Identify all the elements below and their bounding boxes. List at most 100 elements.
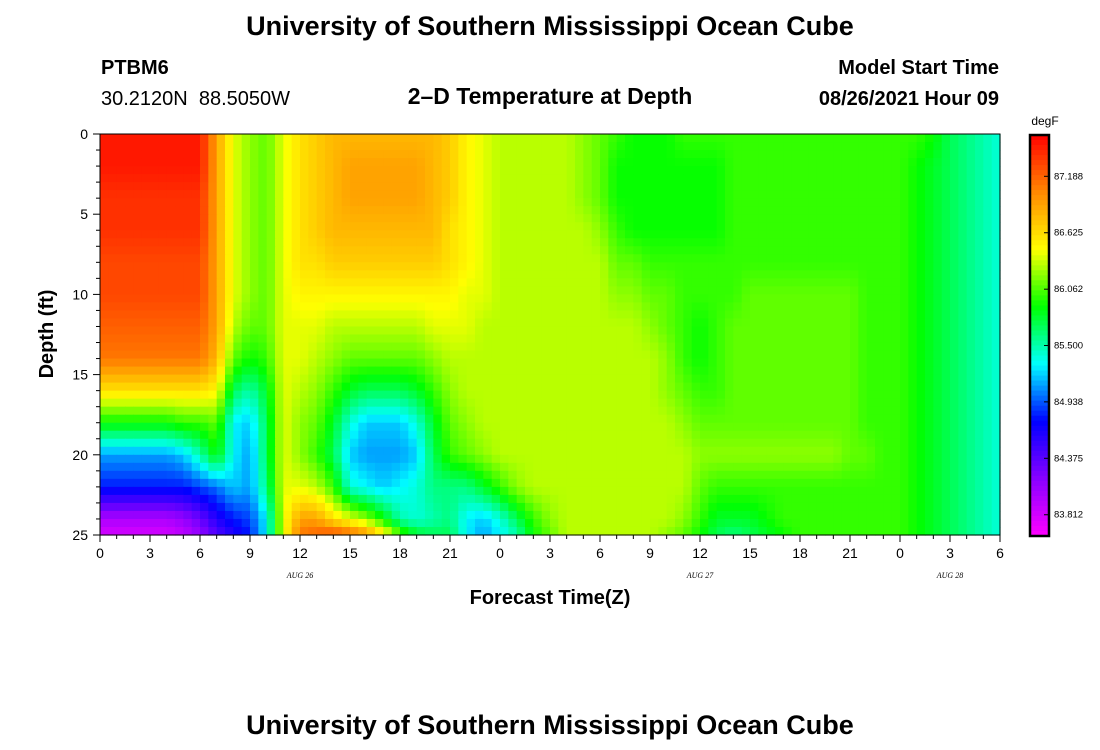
heatmap-cell [575, 198, 584, 207]
heatmap-cell [233, 294, 243, 304]
heatmap-cell [475, 206, 484, 215]
heatmap-cell [625, 486, 634, 496]
heatmap-cell [525, 342, 534, 352]
heatmap-cell [975, 150, 984, 159]
heatmap-cell [675, 182, 684, 191]
heatmap-cell [575, 158, 584, 167]
heatmap-cell [416, 462, 426, 472]
heatmap-cell [566, 198, 576, 207]
heatmap-cell [741, 478, 751, 488]
heatmap-cell [933, 342, 943, 352]
heatmap-cell [208, 310, 218, 320]
heatmap-cell [916, 198, 926, 207]
heatmap-cell [266, 142, 276, 151]
heatmap-cell [266, 366, 276, 376]
heatmap-cell [400, 478, 409, 488]
heatmap-cell [850, 446, 859, 456]
heatmap-cell [491, 446, 501, 456]
heatmap-cell [175, 414, 184, 424]
heatmap-cell [550, 342, 559, 352]
heatmap-cell [475, 142, 484, 151]
heatmap-cell [383, 246, 393, 255]
heatmap-cell [158, 286, 168, 295]
heatmap-cell [191, 462, 201, 472]
heatmap-cell [241, 398, 251, 408]
heatmap-cell [650, 342, 659, 352]
heatmap-cell [466, 422, 476, 432]
heatmap-cell [658, 190, 668, 199]
heatmap-cell [750, 334, 759, 344]
heatmap-cell [850, 358, 859, 368]
heatmap-cell [600, 286, 609, 295]
heatmap-cell [775, 406, 784, 416]
heatmap-cell [166, 190, 176, 199]
heatmap-cell [400, 326, 409, 336]
heatmap-cell [991, 414, 1001, 424]
heatmap-cell [150, 318, 159, 328]
heatmap-cell [350, 326, 359, 336]
heatmap-cell [983, 358, 993, 368]
heatmap-cell [750, 414, 759, 424]
heatmap-cell [441, 446, 451, 456]
heatmap-cell [333, 470, 343, 480]
heatmap-cell [491, 414, 501, 424]
heatmap-cell [183, 326, 193, 336]
heatmap-cell [991, 454, 1001, 464]
heatmap-cell [100, 462, 109, 472]
heatmap-cell [983, 206, 993, 215]
heatmap-cell [166, 398, 176, 408]
heatmap-cell [816, 134, 826, 143]
heatmap-cell [116, 382, 126, 392]
heatmap-cell [700, 214, 709, 223]
heatmap-cell [675, 334, 684, 344]
heatmap-cell [925, 326, 934, 336]
heatmap-cell [300, 462, 309, 472]
heatmap-cell [350, 198, 359, 207]
heatmap-cell [975, 422, 984, 432]
heatmap-cell [641, 326, 651, 336]
heatmap-cell [766, 214, 776, 223]
heatmap-cell [608, 182, 618, 191]
heatmap-cell [500, 174, 509, 183]
heatmap-cell [350, 334, 359, 344]
heatmap-cell [675, 390, 684, 400]
heatmap-cell [358, 134, 368, 143]
heatmap-cell [100, 366, 109, 376]
heatmap-cell [366, 206, 376, 215]
heatmap-cell [691, 470, 701, 480]
heatmap-cell [808, 166, 818, 175]
heatmap-cell [383, 270, 393, 279]
heatmap-cell [958, 158, 968, 167]
heatmap-cell [183, 438, 193, 448]
heatmap-cell [575, 326, 584, 336]
heatmap-cell [775, 246, 784, 255]
heatmap-cell [558, 374, 568, 384]
heatmap-cell [200, 398, 209, 408]
heatmap-cell [833, 350, 843, 360]
heatmap-cell [158, 342, 168, 352]
heatmap-cell [133, 502, 143, 512]
heatmap-cell [516, 478, 526, 488]
heatmap-cell [875, 134, 884, 143]
heatmap-cell [333, 206, 343, 215]
heatmap-cell [141, 134, 151, 143]
heatmap-cell [591, 350, 601, 360]
heatmap-cell [625, 262, 634, 271]
heatmap-cell [975, 286, 984, 295]
heatmap-cell [125, 198, 134, 207]
heatmap-cell [408, 294, 418, 304]
heatmap-cell [308, 414, 318, 424]
heatmap-cell [175, 214, 184, 223]
heatmap-cell [925, 446, 934, 456]
heatmap-cell [100, 222, 109, 231]
heatmap-cell [291, 150, 301, 159]
heatmap-cell [200, 318, 209, 328]
heatmap-cell [166, 142, 176, 151]
heatmap-cell [766, 390, 776, 400]
heatmap-cell [558, 174, 568, 183]
heatmap-cell [250, 462, 259, 472]
heatmap-cell [558, 390, 568, 400]
heatmap-cell [925, 382, 934, 392]
heatmap-cell [108, 374, 118, 384]
heatmap-cell [625, 182, 634, 191]
